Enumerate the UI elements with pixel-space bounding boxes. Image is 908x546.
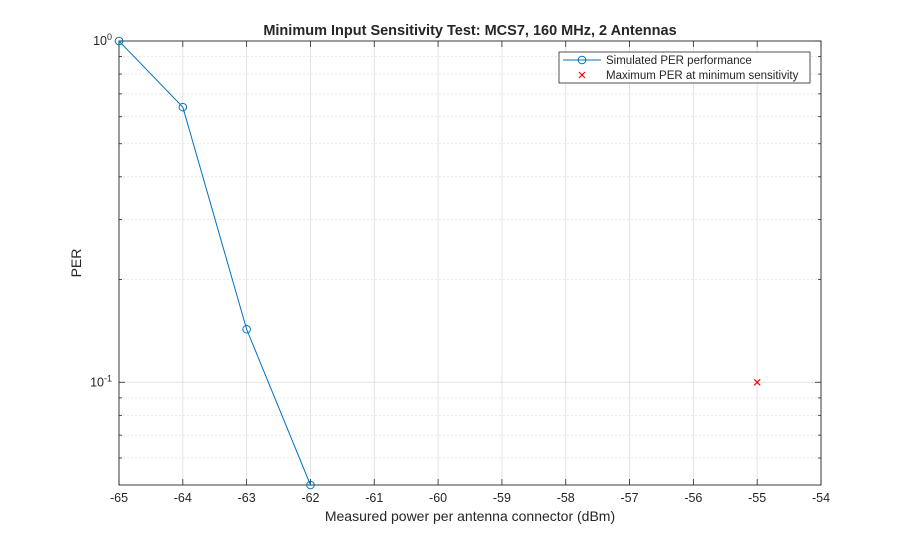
x-tick-label: -65 [110, 491, 128, 505]
chart-title: Minimum Input Sensitivity Test: MCS7, 16… [263, 23, 676, 39]
x-axis-label: Measured power per antenna connector (dB… [325, 508, 615, 524]
x-tick-label: -64 [174, 491, 192, 505]
series-1 [753, 378, 761, 386]
y-tick-label: 10-1 [90, 373, 112, 389]
axis-labels: Minimum Input Sensitivity Test: MCS7, 16… [68, 23, 677, 524]
y-tick-exponent: 0 [107, 32, 112, 42]
legend-entry: Simulated PER performance [563, 55, 752, 67]
x-tick-label: -56 [684, 491, 702, 505]
x-tick-label: -63 [238, 491, 256, 505]
x-tick-label: -55 [748, 491, 766, 505]
legend-marker [578, 71, 586, 79]
x-tick-label: -62 [301, 491, 319, 505]
data-point [178, 102, 188, 112]
y-tick-exponent: -1 [104, 373, 112, 383]
y-tick-label: 100 [93, 32, 112, 48]
y-axis-label: PER [68, 249, 84, 278]
series-line [118, 40, 311, 486]
plot-area [114, 36, 761, 490]
x-tick-label: -57 [621, 491, 639, 505]
legend-entry: Maximum PER at minimum sensitivity [578, 70, 799, 82]
y-tick-base: 10 [93, 34, 107, 48]
x-tick-label: -60 [429, 491, 447, 505]
x-tick-label: -58 [557, 491, 575, 505]
series-0 [114, 36, 315, 490]
x-tick-label: -61 [365, 491, 383, 505]
legend-label: Maximum PER at minimum sensitivity [606, 70, 799, 82]
data-point [306, 480, 315, 490]
plot-background [119, 41, 821, 485]
y-tick-base: 10 [90, 375, 104, 389]
legend-marker [577, 55, 587, 65]
x-tick-label: -54 [812, 491, 830, 505]
x-tick-label: -59 [493, 491, 511, 505]
legend: Simulated PER performance Maximum PER at … [558, 51, 811, 84]
data-point [114, 36, 124, 46]
data-point [753, 378, 761, 386]
axes: -65 -64 -63 -62 -61 -60 -59 -58 -57 -56 -55 -541001… [90, 32, 830, 505]
legend-box [558, 51, 811, 84]
axes-box [118, 40, 822, 486]
data-point [242, 324, 251, 334]
legend-label: Simulated PER performance [606, 55, 752, 67]
grid [118, 40, 822, 485]
